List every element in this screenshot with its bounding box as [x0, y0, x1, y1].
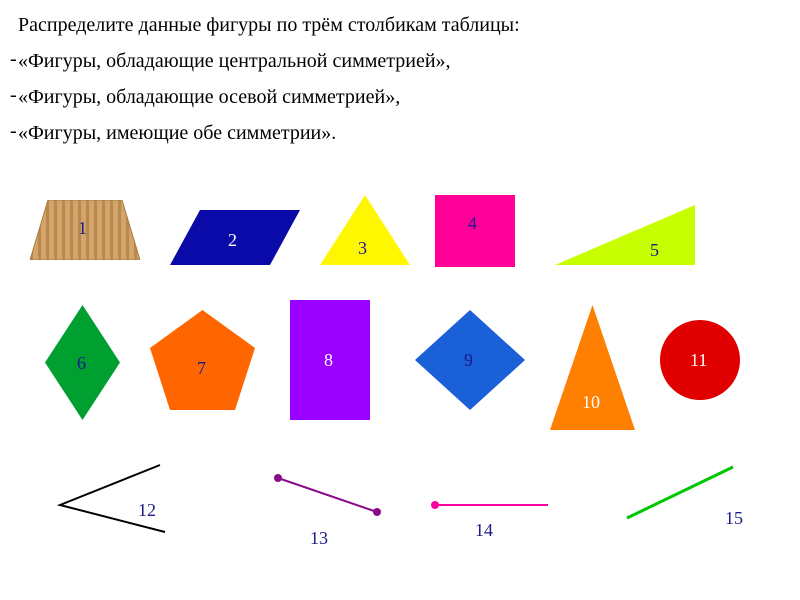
label-1: 1 — [78, 218, 87, 239]
dash-3: - — [10, 120, 17, 143]
label-2: 2 — [228, 230, 237, 251]
label-13: 13 — [310, 528, 328, 549]
label-10: 10 — [582, 392, 600, 413]
shape-angle-12 — [55, 460, 175, 535]
label-8: 8 — [324, 350, 333, 371]
dash-1: - — [10, 48, 17, 71]
dash-2: - — [10, 84, 17, 107]
shape-line-15 — [625, 465, 735, 520]
label-12: 12 — [138, 500, 156, 521]
instruction-line-2: «Фигуры, обладающие центральной симметри… — [18, 50, 451, 73]
instruction-line-3: «Фигуры, обладающие осевой симметрией», — [18, 86, 400, 109]
label-9: 9 — [464, 350, 473, 371]
shape-ray-14 — [430, 498, 550, 510]
label-11: 11 — [690, 350, 707, 371]
label-6: 6 — [77, 353, 86, 374]
shape-right-triangle-5 — [555, 205, 695, 265]
shape-segment-13 — [270, 470, 385, 520]
label-15: 15 — [725, 508, 743, 529]
instruction-line-4: «Фигуры, имеющие обе симметрии». — [18, 122, 336, 145]
label-7: 7 — [197, 358, 206, 379]
label-5: 5 — [650, 240, 659, 261]
label-4: 4 — [468, 213, 477, 234]
label-14: 14 — [475, 520, 493, 541]
instruction-line-1: Распределите данные фигуры по трём столб… — [18, 14, 520, 37]
label-3: 3 — [358, 238, 367, 259]
